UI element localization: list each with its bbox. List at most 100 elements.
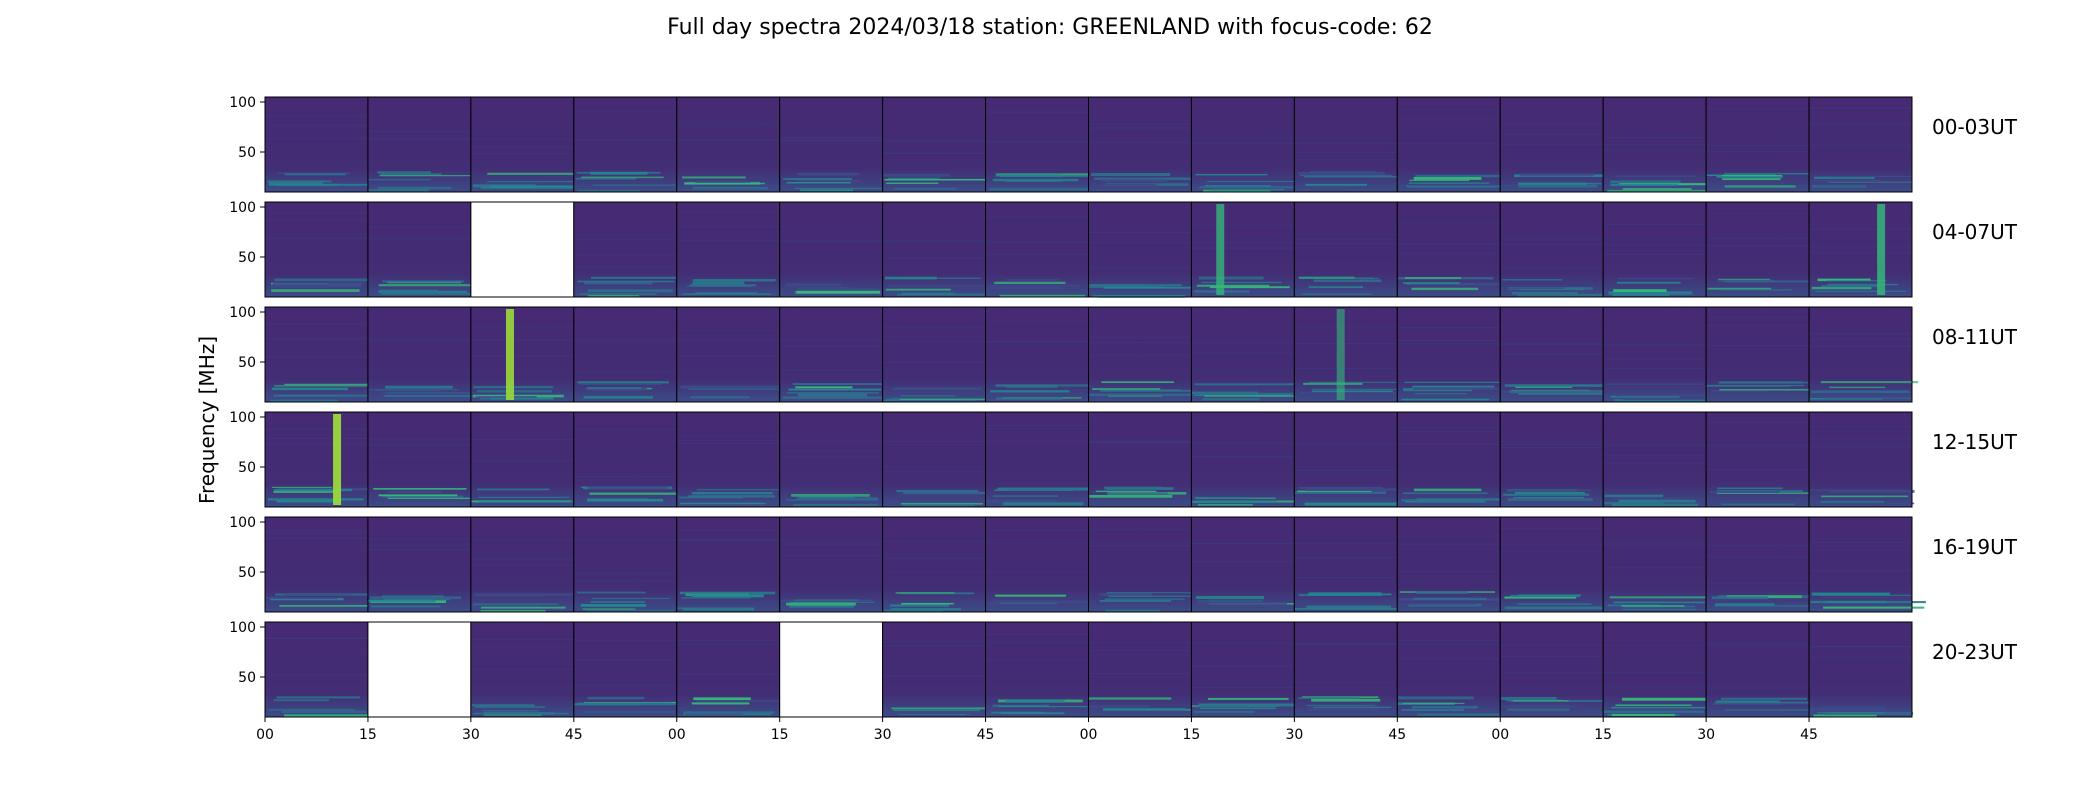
noise-line [1191, 442, 1295, 444]
spectrum-panel [367, 411, 484, 508]
noise-band [786, 602, 856, 606]
noise-line [676, 529, 780, 531]
spectrum-panel [1499, 621, 1607, 718]
radio-burst [1877, 204, 1886, 295]
noise-band [1005, 699, 1065, 703]
noise-line [985, 241, 1089, 243]
noise-line [1088, 336, 1192, 338]
noise-band [1203, 189, 1271, 192]
noise-band [695, 292, 757, 294]
noise-band [271, 289, 360, 292]
noise-band [1615, 394, 1707, 397]
noise-band [1311, 698, 1381, 702]
noise-line [573, 139, 677, 141]
noise-band [1716, 492, 1815, 494]
noise-band [1511, 291, 1578, 295]
noise-band [379, 289, 439, 293]
noise-line [265, 212, 368, 214]
noise-line [1397, 443, 1501, 445]
noise-band [268, 181, 323, 185]
noise-band [1821, 285, 1880, 288]
noise-band [1813, 714, 1877, 718]
noise-band [1716, 700, 1780, 703]
noise-line [1397, 543, 1501, 545]
noise-band [887, 714, 983, 717]
noise-band [1519, 173, 1594, 177]
noise-line [676, 355, 780, 357]
noise-line [779, 369, 883, 371]
noise-band [1305, 183, 1367, 186]
spectrum-panel [264, 516, 378, 613]
spectrum-panel [882, 306, 987, 403]
noise-band [1513, 496, 1584, 499]
spectrum-panel [1808, 516, 1926, 613]
noise-band [482, 710, 540, 712]
noise-line [573, 428, 677, 430]
noise-band [580, 604, 647, 607]
noise-line [1294, 159, 1398, 161]
spectrum-panel [1190, 621, 1301, 718]
noise-line [367, 370, 471, 372]
noise-band [1616, 281, 1681, 284]
noise-band [268, 498, 364, 501]
noise-band [1211, 188, 1285, 191]
noise-band [265, 596, 338, 600]
spectrum-panel [882, 96, 987, 193]
noise-band [1610, 180, 1681, 184]
noise-line [1191, 542, 1295, 544]
noise-band [1507, 708, 1570, 711]
noise-band [1106, 492, 1168, 495]
noise-line [676, 540, 780, 542]
panel-frame [1808, 411, 1913, 508]
x-tick-label: 45 [565, 727, 583, 743]
noise-band [1202, 398, 1260, 401]
noise-band [1294, 187, 1350, 189]
panel-background [779, 307, 883, 402]
noise-band [892, 387, 982, 391]
noise-band [995, 384, 1090, 387]
noise-band [268, 183, 371, 186]
spectrum-panel [985, 621, 1089, 718]
noise-band [1604, 494, 1664, 498]
noise-line [1294, 472, 1398, 474]
noise-line [1500, 544, 1604, 546]
noise-line [470, 645, 574, 647]
panel-background [573, 412, 677, 507]
noise-line [470, 460, 574, 462]
noise-band [1299, 174, 1393, 177]
x-tick-label: 45 [977, 727, 995, 743]
noise-line [779, 140, 883, 142]
noise-band [1301, 293, 1373, 296]
noise-line [1397, 108, 1501, 110]
spectra-row: 100 50 20-23UT [229, 620, 2018, 718]
x-axis: 00 15 30 45 00 15 30 45 00 15 30 45 00 15 30 45 [256, 717, 1818, 743]
noise-line [882, 140, 986, 142]
noise-line [1294, 469, 1398, 471]
noise-line [676, 121, 780, 123]
noise-band [1404, 381, 1501, 383]
noise-line [1088, 440, 1192, 442]
noise-band [1196, 284, 1270, 287]
noise-band [368, 599, 436, 603]
noise-line [676, 330, 780, 332]
noise-line [470, 639, 574, 641]
noise-band [1411, 287, 1479, 291]
noise-band [592, 184, 681, 186]
noise-band [1622, 608, 1697, 611]
noise-band [1817, 395, 1896, 399]
noise-line [1397, 343, 1501, 345]
noise-line [367, 131, 471, 133]
noise-line [985, 341, 1089, 343]
noise-line [985, 111, 1089, 113]
noise-band [896, 293, 997, 296]
noise-band [1811, 286, 1872, 290]
spectrum-panel [1602, 411, 1707, 508]
noise-line [573, 254, 677, 256]
noise-line [1603, 344, 1707, 346]
noise-band [581, 176, 664, 179]
spectrum-panel [1190, 96, 1301, 193]
noise-line [1397, 339, 1501, 341]
noise-band [1198, 276, 1264, 280]
chart-title: Full day spectra 2024/03/18 station: GRE… [667, 15, 1433, 40]
noise-band [474, 706, 546, 708]
